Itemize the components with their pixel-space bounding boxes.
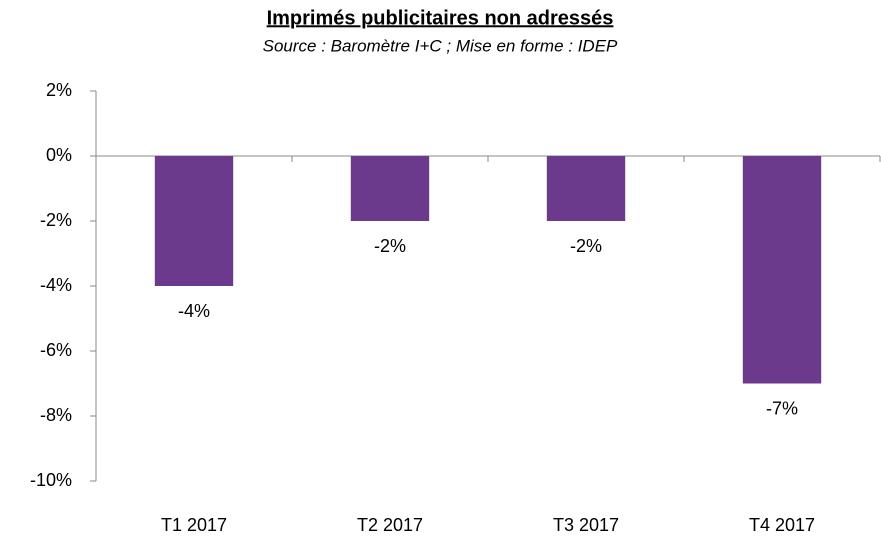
- x-tick-label: T3 2017: [553, 515, 619, 535]
- y-tick-label: 2%: [46, 80, 72, 100]
- y-tick-label: -2%: [40, 210, 72, 230]
- y-tick-label: 0%: [46, 145, 72, 165]
- bar: [350, 156, 430, 221]
- data-label: -4%: [178, 301, 210, 321]
- data-label: -2%: [570, 236, 602, 256]
- x-tick-label: T1 2017: [161, 515, 227, 535]
- data-label: -7%: [766, 398, 798, 418]
- y-tick-label: -4%: [40, 275, 72, 295]
- bar: [546, 156, 626, 221]
- chart-subtitle: Source : Baromètre I+C ; Mise en forme :…: [263, 36, 618, 55]
- x-tick-label: T2 2017: [357, 515, 423, 535]
- bar: [154, 156, 234, 286]
- data-label: -2%: [374, 236, 406, 256]
- y-tick-label: -8%: [40, 405, 72, 425]
- bar: [742, 156, 822, 384]
- chart-title: Imprimés publicitaires non adressés: [267, 7, 614, 29]
- y-tick-label: -10%: [30, 470, 72, 490]
- x-tick-label: T4 2017: [749, 515, 815, 535]
- y-tick-label: -6%: [40, 340, 72, 360]
